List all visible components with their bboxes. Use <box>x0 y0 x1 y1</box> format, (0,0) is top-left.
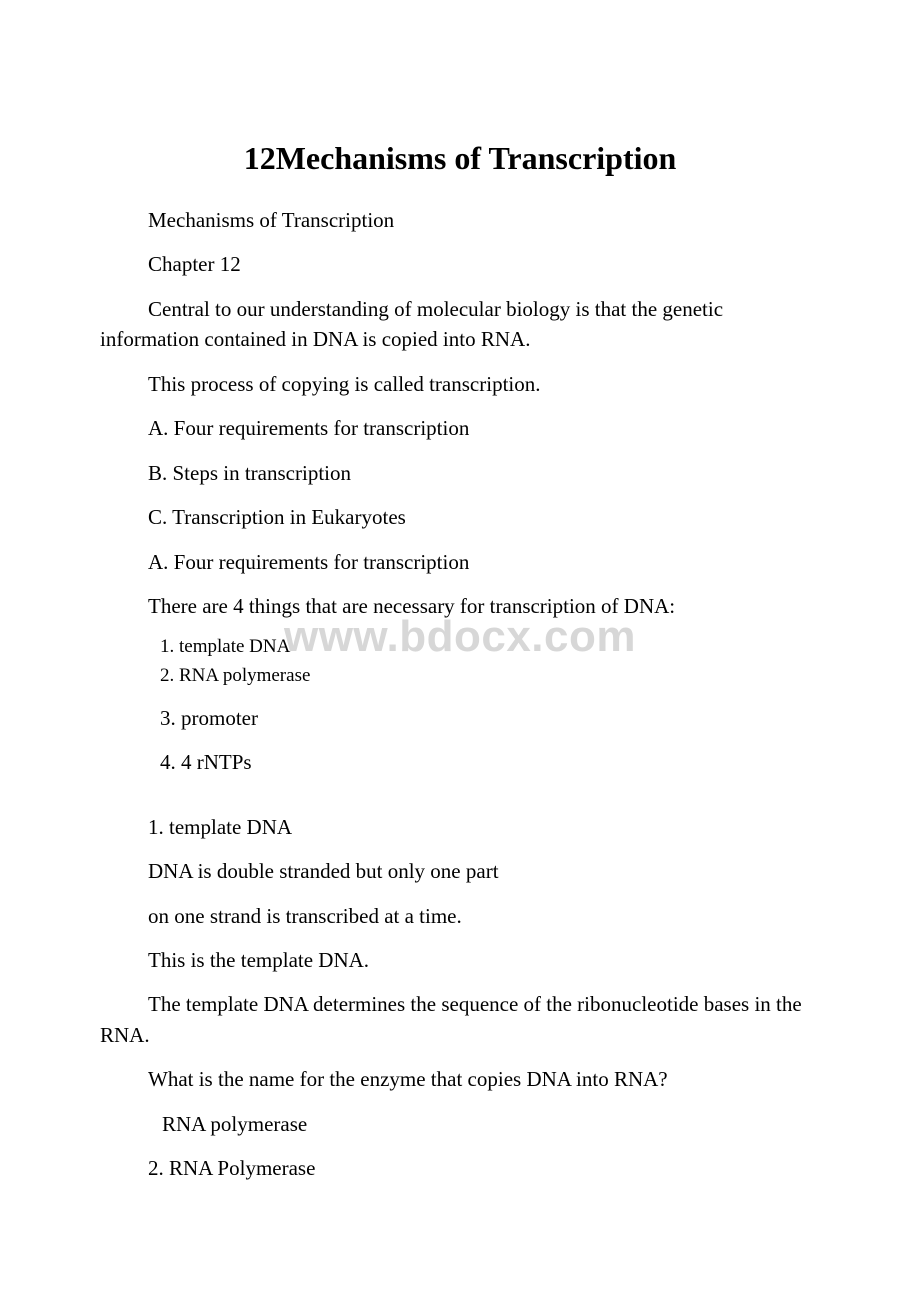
body-paragraph: The template DNA determines the sequence… <box>100 989 820 1050</box>
spacer <box>100 792 820 812</box>
document-title: 12Mechanisms of Transcription <box>100 140 820 177</box>
list-item: 2. RNA polymerase <box>100 664 820 689</box>
section-heading-a: A. Four requirements for transcription <box>100 547 820 577</box>
outline-item-a: A. Four requirements for transcription <box>100 413 820 443</box>
body-text: The template DNA determines the sequence… <box>100 992 802 1046</box>
body-text: on one strand is transcribed at a time. <box>100 901 820 931</box>
body-text: There are 4 things that are necessary fo… <box>100 591 820 621</box>
list-item: 1. template DNA <box>100 635 820 660</box>
list-item: 4. 4 rNTPs <box>100 747 820 777</box>
body-text: This is the template DNA. <box>100 945 820 975</box>
outline-item-b: B. Steps in transcription <box>100 458 820 488</box>
subsection-heading: 1. template DNA <box>100 812 820 842</box>
body-text: This process of copying is called transc… <box>100 369 820 399</box>
answer-text: RNA polymerase <box>100 1109 820 1139</box>
question-text: What is the name for the enzyme that cop… <box>100 1064 820 1094</box>
chapter-label: Chapter 12 <box>100 249 820 279</box>
document-content: 12Mechanisms of Transcription Mechanisms… <box>100 140 820 1184</box>
subsection-heading: 2. RNA Polymerase <box>100 1153 820 1183</box>
intro-paragraph: Central to our understanding of molecula… <box>100 294 820 355</box>
body-text: Central to our understanding of molecula… <box>100 297 723 351</box>
body-text: DNA is double stranded but only one part <box>100 856 820 886</box>
subtitle: Mechanisms of Transcription <box>100 205 820 235</box>
outline-item-c: C. Transcription in Eukaryotes <box>100 502 820 532</box>
list-item: 3. promoter <box>100 703 820 733</box>
